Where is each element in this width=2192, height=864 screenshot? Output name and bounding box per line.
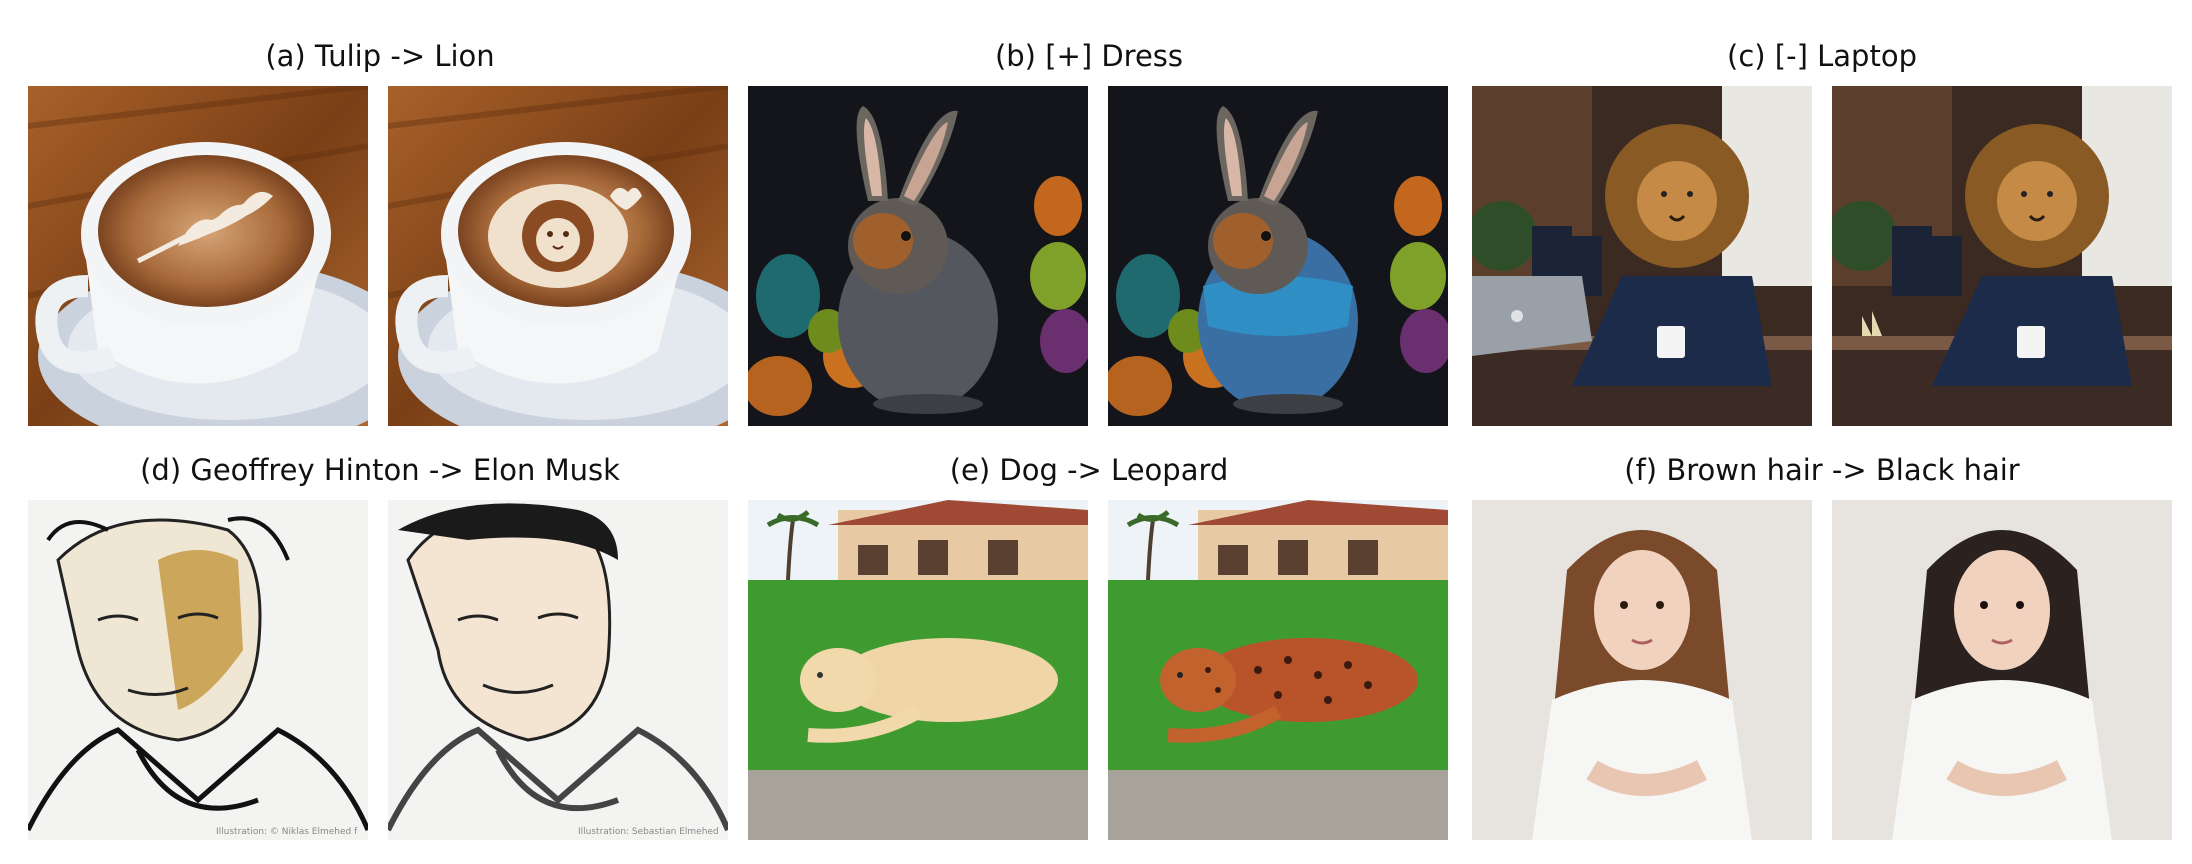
- panel-d-before: Illustration: © Niklas Elmehed f: [28, 500, 368, 840]
- portrait-illustration-image: Illustration: © Niklas Elmehed f: [28, 500, 368, 840]
- caption-e: (e) Dog -> Leopard: [949, 453, 1229, 487]
- dog-lawn-image: [748, 500, 1088, 840]
- watermark-d-after: Illustration: Sebastian Elmehed: [578, 827, 719, 837]
- woman-black-hair-image: [1832, 500, 2172, 840]
- lion-no-laptop-image: [1832, 86, 2172, 426]
- panel-a-after: [388, 86, 728, 426]
- caption-c: (c) [-] Laptop: [1727, 39, 1917, 73]
- caption-f: (f) Brown hair -> Black hair: [1624, 453, 2020, 487]
- watermark-d-before: Illustration: © Niklas Elmehed f: [216, 827, 358, 837]
- panel-b-after: [1108, 86, 1448, 426]
- panel-f-after: [1832, 500, 2172, 840]
- panel-a-before: [28, 86, 368, 426]
- rabbit-image: [748, 86, 1088, 426]
- panel-f-before: [1472, 500, 1812, 840]
- woman-brown-hair-image: [1472, 500, 1812, 840]
- caption-d: (d) Geoffrey Hinton -> Elon Musk: [140, 453, 620, 487]
- latte-tulip-image: [28, 86, 368, 426]
- panel-e-before: [748, 500, 1088, 840]
- panel-e-after: [1108, 500, 1448, 840]
- latte-lion-image: [388, 86, 728, 426]
- caption-a: (a) Tulip -> Lion: [265, 39, 495, 73]
- rabbit-dress-image: [1108, 86, 1448, 426]
- caption-b: (b) [+] Dress: [994, 39, 1184, 73]
- panel-c-after: [1832, 86, 2172, 426]
- leopard-lawn-image: [1108, 500, 1448, 840]
- panel-b-before: [748, 86, 1088, 426]
- panel-d-after: Illustration: Sebastian Elmehed: [388, 500, 728, 840]
- portrait-illustration-edited-image: Illustration: Sebastian Elmehed: [388, 500, 728, 840]
- lion-laptop-image: [1472, 86, 1812, 426]
- panel-c-before: [1472, 86, 1812, 426]
